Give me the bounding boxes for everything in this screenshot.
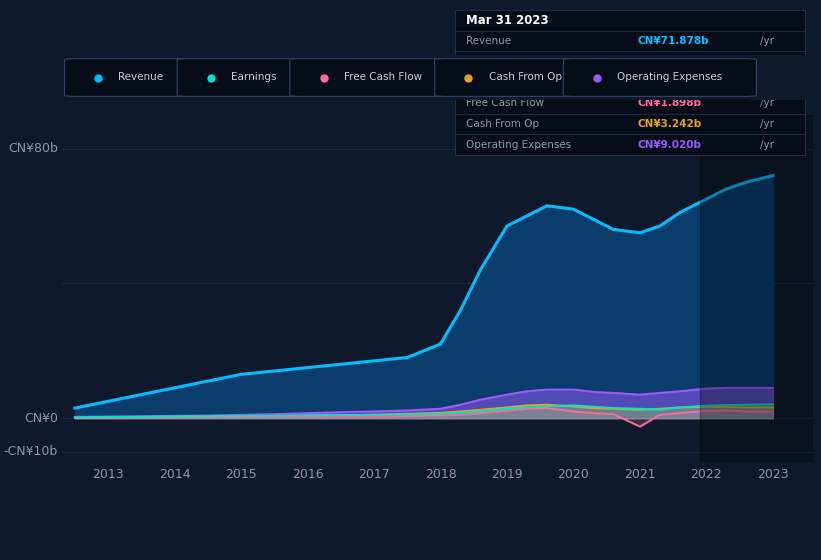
FancyBboxPatch shape: [563, 59, 756, 96]
Text: CN¥1.898b: CN¥1.898b: [637, 98, 701, 108]
Text: /yr: /yr: [759, 57, 773, 67]
Text: CN¥3.242b: CN¥3.242b: [637, 119, 701, 129]
Text: CN¥4.069b: CN¥4.069b: [637, 57, 701, 67]
FancyBboxPatch shape: [65, 59, 201, 96]
Text: Operating Expenses: Operating Expenses: [466, 139, 571, 150]
Text: Earnings: Earnings: [466, 57, 511, 67]
Text: Earnings: Earnings: [231, 72, 277, 82]
Text: CN¥0: CN¥0: [24, 412, 57, 424]
Bar: [699, 115, 813, 462]
Text: Operating Expenses: Operating Expenses: [617, 72, 722, 82]
Text: Revenue: Revenue: [466, 36, 511, 46]
FancyBboxPatch shape: [290, 59, 459, 96]
FancyBboxPatch shape: [177, 59, 314, 96]
Text: /yr: /yr: [759, 139, 773, 150]
Text: Free Cash Flow: Free Cash Flow: [466, 98, 544, 108]
FancyBboxPatch shape: [434, 59, 588, 96]
Text: /yr: /yr: [759, 119, 773, 129]
Text: /yr: /yr: [759, 36, 773, 46]
Text: CN¥71.878b: CN¥71.878b: [637, 36, 709, 46]
Text: Revenue: Revenue: [118, 72, 163, 82]
Text: Cash From Op: Cash From Op: [488, 72, 562, 82]
Text: profit margin: profit margin: [682, 77, 754, 87]
Text: CN¥80b: CN¥80b: [8, 142, 57, 155]
Text: Mar 31 2023: Mar 31 2023: [466, 14, 548, 27]
Text: Cash From Op: Cash From Op: [466, 119, 539, 129]
Text: Free Cash Flow: Free Cash Flow: [344, 72, 422, 82]
Text: CN¥9.020b: CN¥9.020b: [637, 139, 701, 150]
Text: -CN¥10b: -CN¥10b: [3, 445, 57, 459]
Text: 5.7%: 5.7%: [637, 77, 666, 87]
Text: /yr: /yr: [759, 98, 773, 108]
